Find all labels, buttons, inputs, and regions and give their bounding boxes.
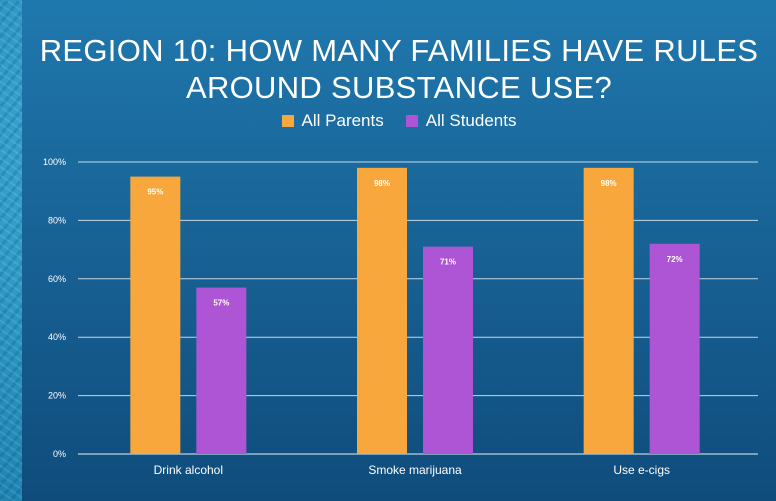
- bar-parents: [583, 167, 634, 454]
- y-tick-label: 60%: [48, 274, 66, 284]
- legend-swatch-students: [405, 115, 418, 127]
- bar-students: [649, 243, 700, 454]
- y-tick-label: 40%: [48, 332, 66, 342]
- legend-label-students: All Students: [425, 111, 517, 130]
- data-label: 95%: [147, 188, 163, 197]
- data-label: 98%: [374, 179, 390, 188]
- bar-parents: [130, 176, 181, 454]
- legend-label-parents: All Parents: [301, 111, 384, 130]
- bar-students: [423, 246, 473, 454]
- category-label: Use e-cigs: [613, 463, 670, 477]
- legend-swatch-parents: [281, 115, 294, 127]
- bars: 95% 57% 98% 71% 98% 72%: [130, 167, 700, 454]
- y-tick-label: 0%: [53, 449, 66, 459]
- y-tick-label: 100%: [43, 157, 66, 167]
- category-label: Smoke marijuana: [368, 463, 462, 477]
- chart-title: REGION 10: HOW MANY FAMILIES HAVE RULES …: [22, 32, 776, 106]
- legend-item-students: All Students: [405, 111, 517, 131]
- data-label: 98%: [601, 179, 617, 188]
- bar-parents: [357, 167, 407, 454]
- data-label: 57%: [213, 299, 229, 308]
- category-label: Drink alcohol: [154, 463, 223, 477]
- legend-item-parents: All Parents: [281, 111, 384, 131]
- x-axis-categories: Drink alcohol Smoke marijuana Use e-cigs: [154, 463, 670, 477]
- chart-legend: All Parents All Students: [22, 111, 776, 131]
- y-tick-label: 80%: [48, 215, 66, 225]
- chart-title-text: REGION 10: HOW MANY FAMILIES HAVE RULES …: [39, 33, 759, 105]
- data-label: 71%: [440, 258, 456, 267]
- y-axis-ticks: 0% 20% 40% 60% 80% 100%: [43, 157, 66, 459]
- gridlines: [78, 161, 758, 455]
- y-tick-label: 20%: [48, 391, 66, 401]
- bar-students: [196, 287, 247, 454]
- data-label: 72%: [667, 255, 683, 264]
